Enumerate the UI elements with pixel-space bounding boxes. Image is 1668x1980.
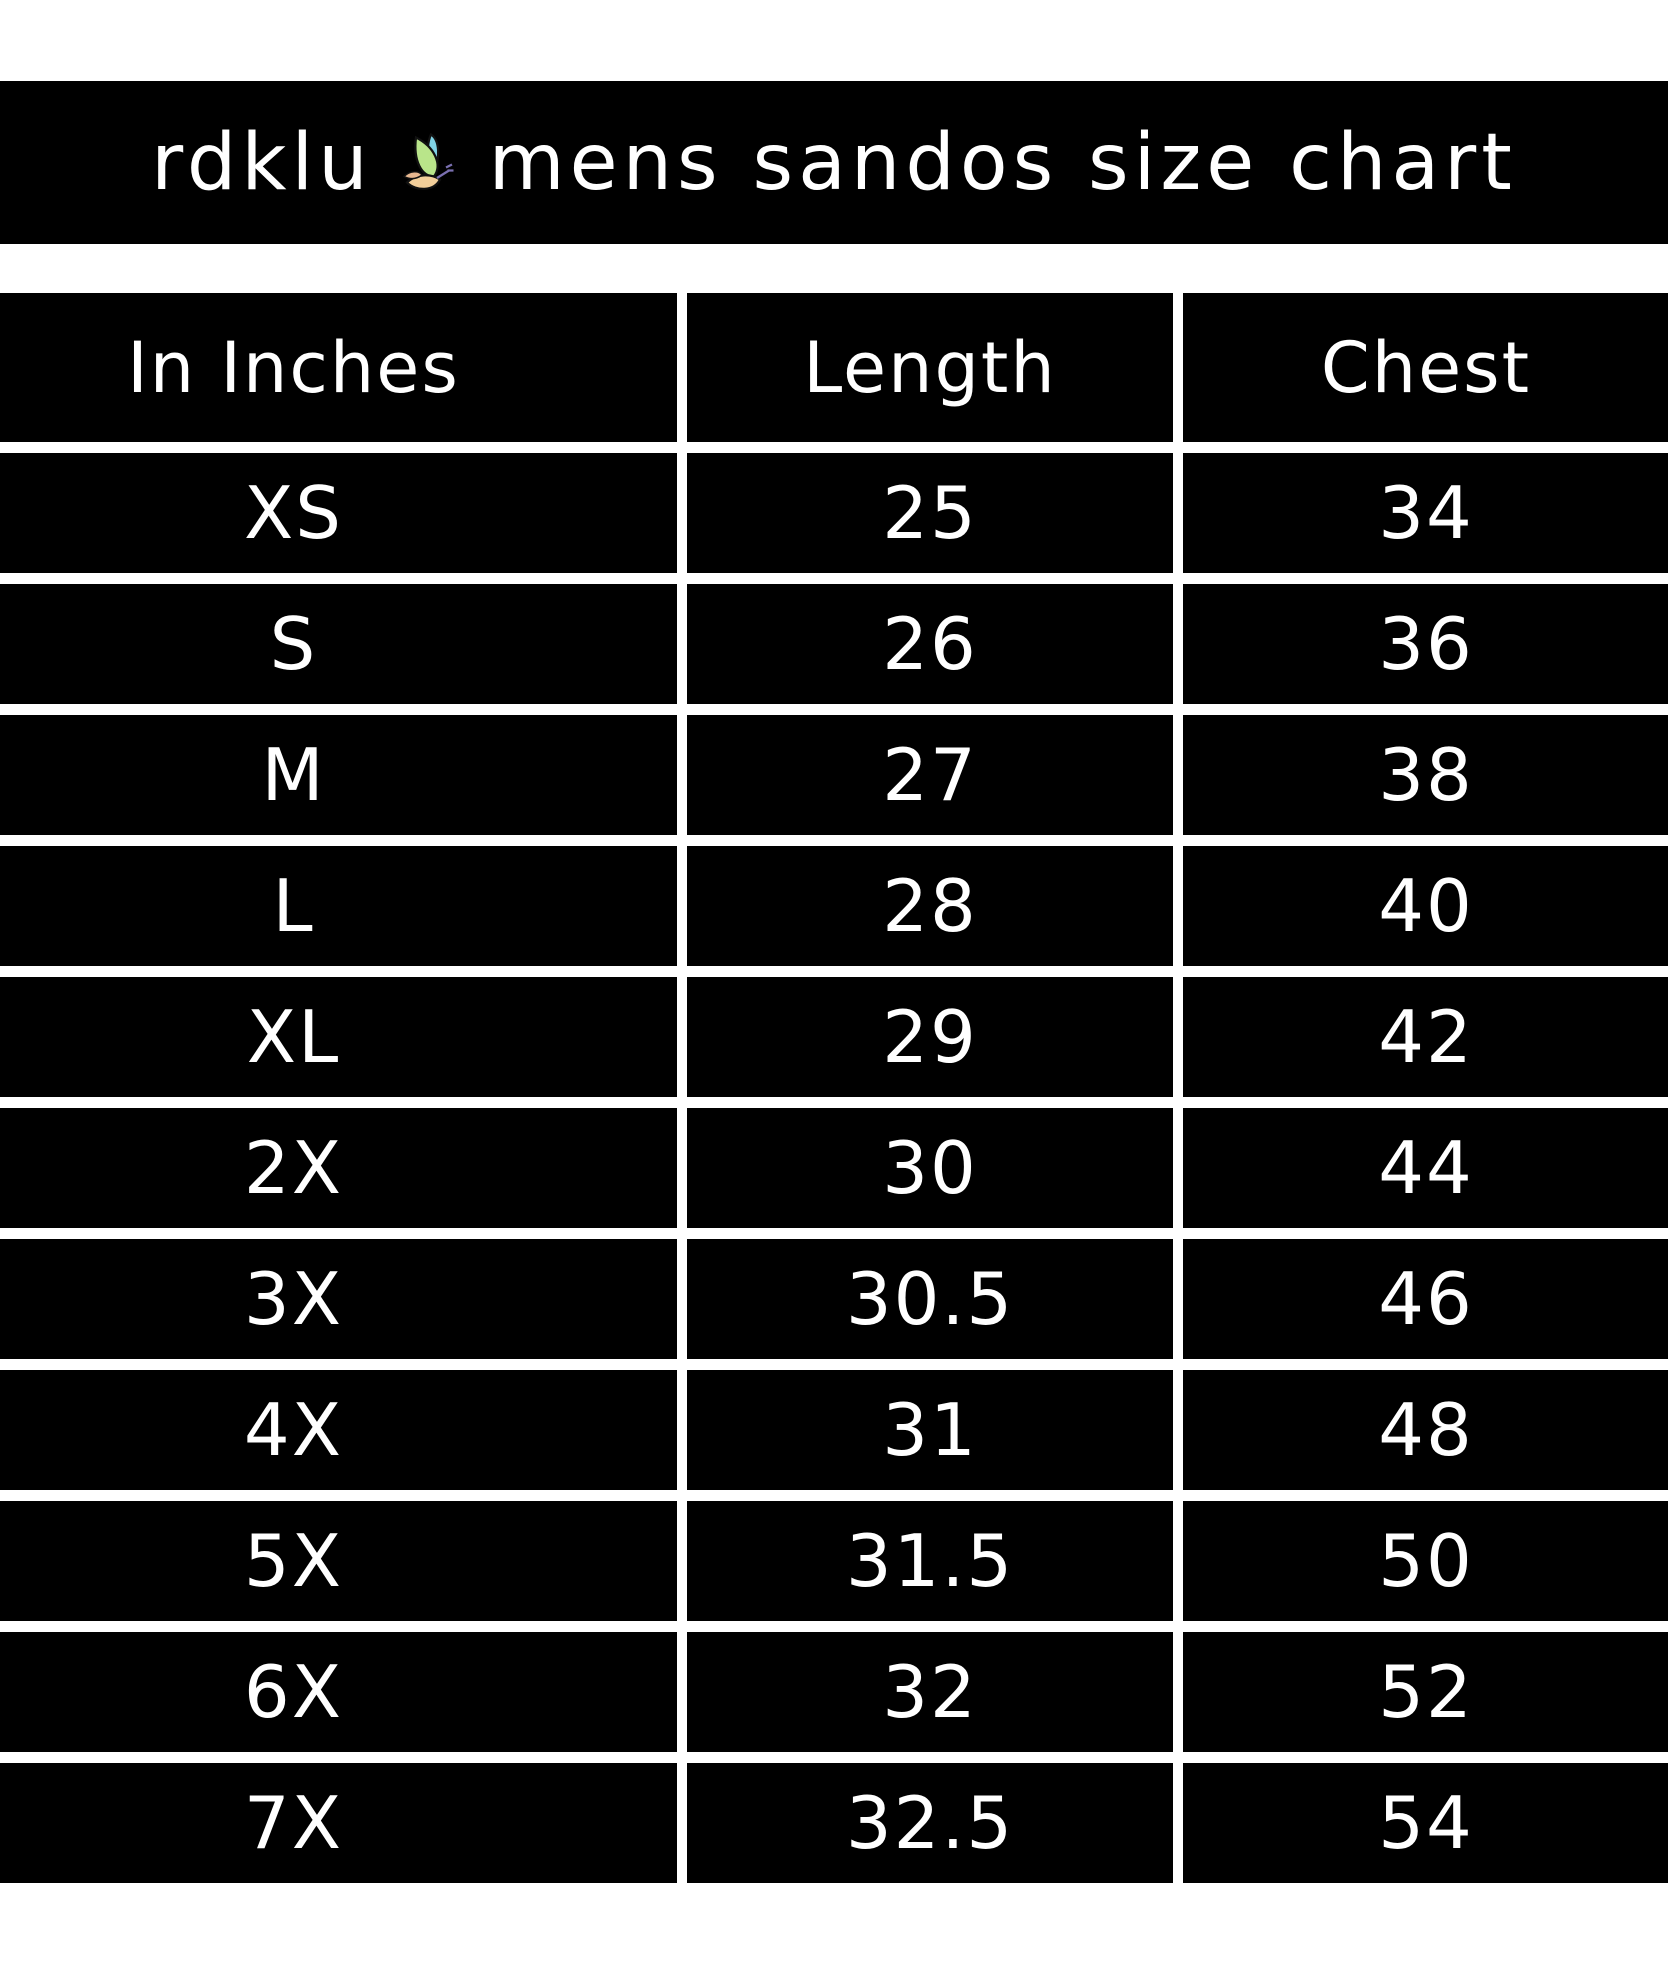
cell-size: 6X	[0, 1632, 677, 1752]
header-in-inches: In Inches	[0, 293, 677, 442]
cell-length: 28	[687, 846, 1173, 966]
cell-chest: 42	[1183, 977, 1668, 1097]
cell-chest: 48	[1183, 1370, 1668, 1490]
cell-size: 7X	[0, 1763, 677, 1883]
butterfly-icon	[402, 132, 454, 190]
cell-chest: 44	[1183, 1108, 1668, 1228]
cell-length: 27	[687, 715, 1173, 835]
cell-chest: 38	[1183, 715, 1668, 835]
cell-chest: 52	[1183, 1632, 1668, 1752]
cell-length: 30.5	[687, 1239, 1173, 1359]
header-chest: Chest	[1183, 293, 1668, 442]
size-table: In Inches Length Chest XS 25 34 S 26 36 M 27 38 L…	[0, 293, 1668, 1883]
chart-title: mens sandos size chart	[488, 117, 1517, 208]
cell-length: 30	[687, 1108, 1173, 1228]
cell-size: 4X	[0, 1370, 677, 1490]
header-length: Length	[687, 293, 1173, 442]
cell-chest: 34	[1183, 453, 1668, 573]
cell-length: 32	[687, 1632, 1173, 1752]
cell-length: 31.5	[687, 1501, 1173, 1621]
cell-size: XS	[0, 453, 677, 573]
cell-size: S	[0, 584, 677, 704]
cell-size: 3X	[0, 1239, 677, 1359]
cell-chest: 36	[1183, 584, 1668, 704]
title-bar: rdklu mens sandos size chart	[0, 81, 1668, 244]
cell-size: 5X	[0, 1501, 677, 1621]
cell-length: 31	[687, 1370, 1173, 1490]
cell-length: 32.5	[687, 1763, 1173, 1883]
cell-size: 2X	[0, 1108, 677, 1228]
cell-length: 29	[687, 977, 1173, 1097]
cell-size: L	[0, 846, 677, 966]
cell-size: XL	[0, 977, 677, 1097]
cell-chest: 54	[1183, 1763, 1668, 1883]
cell-chest: 40	[1183, 846, 1668, 966]
cell-length: 26	[687, 584, 1173, 704]
cell-chest: 46	[1183, 1239, 1668, 1359]
cell-chest: 50	[1183, 1501, 1668, 1621]
cell-length: 25	[687, 453, 1173, 573]
brand-name: rdklu	[151, 117, 373, 208]
cell-size: M	[0, 715, 677, 835]
